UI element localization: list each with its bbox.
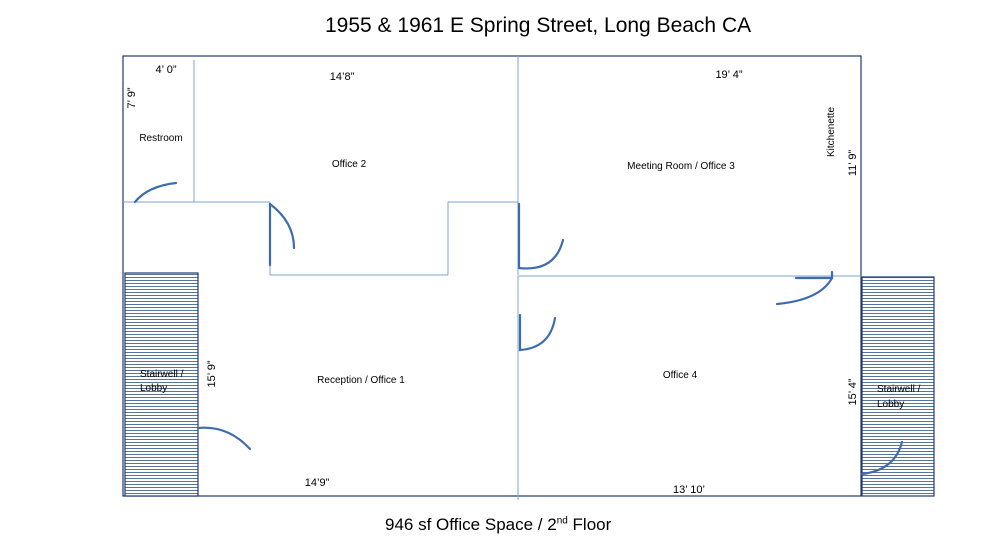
label-stairwell-left-line2: Lobby [140, 383, 167, 394]
dim-office4-width: 13’ 10’ [673, 484, 705, 496]
floor-summary-main: 946 sf Office Space / 2 [385, 515, 557, 534]
label-restroom: Restroom [139, 133, 182, 144]
dim-restroom-width: 4’ 0” [156, 64, 177, 76]
label-kitchenette: Kitchenette [826, 107, 837, 157]
door-office4-left [518, 313, 557, 352]
plan-title: 1955 & 1961 E Spring Street, Long Beach … [325, 14, 752, 37]
label-reception: Reception / Office 1 [317, 375, 405, 386]
door-kitchenette [775, 270, 834, 306]
dim-office4-height: 15’ 4” [847, 378, 859, 405]
door-reception [196, 426, 252, 451]
label-meeting-room: Meeting Room / Office 3 [627, 161, 735, 172]
stairwell-left [124, 272, 199, 497]
label-office2: Office 2 [332, 159, 367, 170]
dim-meeting-height: 11’ 9” [847, 150, 859, 177]
label-office4: Office 4 [663, 370, 698, 381]
interior-walls [123, 56, 862, 500]
dim-meeting-width: 19’ 4” [715, 69, 742, 81]
floor-summary: 946 sf Office Space / 2nd Floor [385, 515, 611, 535]
dim-restroom-height: 7’ 9” [126, 87, 138, 108]
label-stairwell-left-line1: Stairwell / [140, 369, 184, 380]
doors [133, 181, 904, 476]
floor-summary-ordinal: nd [556, 515, 568, 527]
dim-office2-width: 14’8” [330, 71, 355, 83]
stairwell-right [861, 276, 935, 497]
floor-summary-tail: Floor [567, 515, 612, 534]
door-restroom [133, 181, 178, 204]
door-meeting-swing [517, 238, 565, 270]
door-office2-swing [268, 202, 296, 250]
dim-reception-width: 14’9” [305, 477, 330, 489]
label-stairwell-right-line2: Lobby [877, 399, 904, 410]
dim-reception-height: 15’ 9” [206, 360, 218, 387]
door-stair-right [860, 440, 904, 476]
label-stairwell-right-line1: Stairwell / [877, 384, 921, 395]
